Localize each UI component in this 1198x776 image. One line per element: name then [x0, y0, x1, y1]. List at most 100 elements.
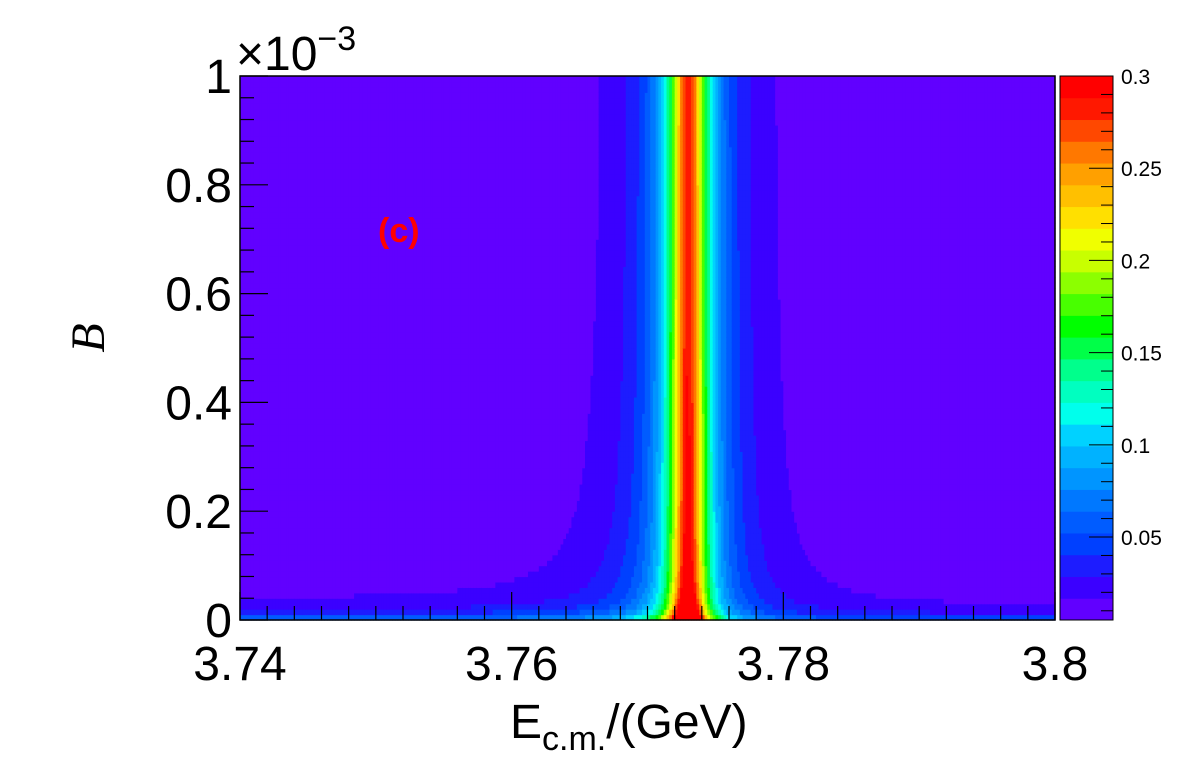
- heatmap-cell: [261, 271, 266, 278]
- heatmap-cell: [286, 407, 290, 414]
- heatmap-cell: [305, 146, 309, 153]
- heatmap-cell: [310, 239, 314, 246]
- heatmap-cell: [288, 309, 293, 316]
- heatmap-cell: [259, 386, 263, 393]
- heatmap-cell: [264, 440, 268, 447]
- heatmap-cell: [316, 451, 320, 458]
- heatmap-cell: [242, 571, 247, 578]
- heatmap-cell: [278, 364, 282, 371]
- heatmap-cell: [253, 337, 257, 344]
- heatmap-cell: [294, 494, 298, 501]
- heatmap-cell: [305, 244, 309, 251]
- heatmap-cell: [253, 603, 257, 610]
- heatmap-cell: [316, 293, 320, 300]
- heatmap-cell: [294, 527, 298, 534]
- heatmap-cell: [288, 565, 293, 572]
- heatmap-cell: [280, 320, 285, 327]
- heatmap-cell: [280, 598, 285, 605]
- heatmap-cell: [313, 500, 317, 507]
- heatmap-cell: [250, 364, 255, 371]
- heatmap-cell: [305, 456, 309, 463]
- heatmap-cell: [321, 260, 325, 267]
- heatmap-cell: [280, 543, 285, 550]
- heatmap-cell: [307, 375, 312, 382]
- heatmap-cell: [288, 217, 293, 224]
- heatmap-cell: [267, 304, 271, 311]
- heatmap-cell: [313, 299, 317, 306]
- heatmap-cell: [280, 255, 285, 262]
- heatmap-cell: [267, 337, 271, 344]
- heatmap-cell: [240, 396, 244, 403]
- heatmap-cell: [240, 527, 244, 534]
- heatmap-cell: [269, 587, 274, 594]
- heatmap-cell: [283, 108, 287, 115]
- heatmap-cell: [283, 516, 287, 523]
- heatmap-cell: [253, 576, 257, 583]
- heatmap-cell: [250, 299, 255, 306]
- heatmap-cell: [259, 369, 263, 376]
- heatmap-cell: [299, 293, 304, 300]
- heatmap-cell: [261, 163, 266, 170]
- heatmap-cell: [242, 609, 247, 616]
- heatmap-cell: [275, 304, 279, 311]
- heatmap-cell: [283, 402, 287, 409]
- heatmap-cell: [275, 402, 279, 409]
- heatmap-cell: [242, 554, 247, 561]
- heatmap-cell: [253, 282, 257, 289]
- heatmap-cell: [321, 135, 325, 142]
- heatmap-cell: [307, 86, 312, 93]
- heatmap-cell: [264, 456, 268, 463]
- heatmap-cell: [294, 141, 298, 148]
- heatmap-cell: [248, 527, 252, 534]
- heatmap-cell: [278, 576, 282, 583]
- heatmap-cell: [240, 250, 244, 257]
- heatmap-cell: [278, 462, 282, 469]
- heatmap-cell: [313, 435, 317, 442]
- heatmap-cell: [280, 402, 285, 409]
- heatmap-cell: [248, 326, 252, 333]
- heatmap-cell: [305, 527, 309, 534]
- heatmap-cell: [245, 603, 249, 610]
- heatmap-cell: [299, 587, 304, 594]
- heatmap-cell: [250, 195, 255, 202]
- heatmap-cell: [250, 103, 255, 110]
- heatmap-cell: [242, 402, 247, 409]
- heatmap-cell: [267, 266, 271, 273]
- heatmap-cell: [297, 184, 301, 191]
- heatmap-cell: [299, 135, 304, 142]
- heatmap-cell: [280, 609, 285, 616]
- heatmap-cell: [321, 331, 325, 338]
- heatmap-cell: [307, 386, 312, 393]
- heatmap-cell: [253, 522, 257, 529]
- heatmap-cell: [242, 358, 247, 365]
- heatmap-cell: [283, 179, 287, 186]
- heatmap-cell: [253, 76, 257, 83]
- heatmap-cell: [305, 201, 309, 208]
- heatmap-cell: [288, 184, 293, 191]
- heatmap-cell: [264, 81, 268, 88]
- heatmap-cell: [294, 97, 298, 104]
- heatmap-cell: [240, 369, 244, 376]
- heatmap-cell: [286, 195, 290, 202]
- heatmap-cell: [264, 103, 268, 110]
- heatmap-cell: [259, 527, 263, 534]
- heatmap-cell: [286, 293, 290, 300]
- heatmap-cell: [305, 255, 309, 262]
- heatmap-cell: [259, 293, 263, 300]
- heatmap-cell: [307, 424, 312, 431]
- heatmap-cell: [310, 364, 314, 371]
- heatmap-cell: [245, 391, 249, 398]
- heatmap-cell: [305, 326, 309, 333]
- heatmap-cell: [316, 364, 320, 371]
- heatmap-cell: [240, 141, 244, 148]
- heatmap-cell: [267, 222, 271, 229]
- heatmap-cell: [245, 353, 249, 360]
- heatmap-cell: [307, 478, 312, 485]
- heatmap-cell: [278, 484, 282, 491]
- heatmap-cell: [302, 418, 306, 425]
- heatmap-cell: [253, 271, 257, 278]
- heatmap-cell: [313, 375, 317, 382]
- heatmap-cell: [272, 353, 276, 360]
- heatmap-cell: [280, 527, 285, 534]
- heatmap-cell: [280, 435, 285, 442]
